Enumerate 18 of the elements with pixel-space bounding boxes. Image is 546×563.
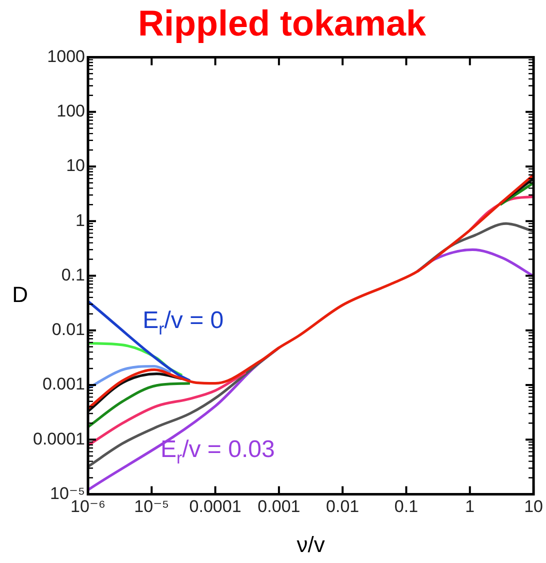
x-axis-title: ν/v <box>296 532 325 557</box>
chart-title: Rippled tokamak <box>138 2 428 44</box>
y-tick-label: 0.001 <box>42 374 85 394</box>
y-tick-label: 0.01 <box>52 320 85 340</box>
x-tick-label: 0.01 <box>326 497 360 516</box>
y-tick-label: 0.1 <box>61 265 85 284</box>
x-tick-label: 1 <box>465 497 475 516</box>
x-tick-label: 0.0001 <box>189 497 242 516</box>
x-tick-label: 10 <box>524 497 544 516</box>
y-tick-label: 0.0001 <box>32 429 85 448</box>
x-tick-label: 0.001 <box>258 497 300 516</box>
x-tick-label: 10⁻⁵ <box>134 497 170 516</box>
y-tick-label: 100 <box>56 102 85 121</box>
y-tick-label: 1000 <box>47 46 85 66</box>
y-axis-title: D <box>12 282 28 307</box>
x-tick-label: 0.1 <box>394 497 418 516</box>
y-tick-label: 1 <box>76 210 85 230</box>
y-tick-label: 10 <box>66 156 85 176</box>
